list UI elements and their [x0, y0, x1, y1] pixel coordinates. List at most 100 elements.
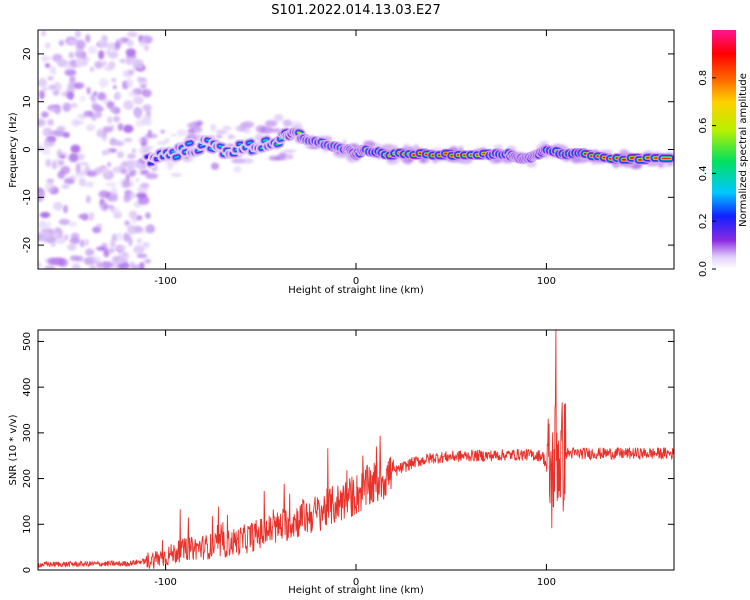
heatmap-noise-blob	[124, 220, 131, 226]
heatmap-noise-blob	[128, 172, 135, 177]
heatmap-halo	[190, 125, 203, 134]
heatmap-noise-blob	[41, 237, 53, 243]
heatmap-noise-blob	[127, 31, 138, 38]
colorbar-label: Normalized spectral amplitude	[738, 73, 749, 227]
heatmap-noise-blob	[76, 58, 83, 68]
heatmap-halo	[282, 119, 292, 127]
heatmap-noise-blob	[41, 111, 49, 118]
heatmap-halo	[255, 125, 267, 133]
heatmap-noise-blob	[97, 92, 107, 101]
y-tick-label: 20	[22, 48, 33, 61]
spectrogram-y-label: Frequency (Hz)	[8, 112, 19, 188]
heatmap-noise-blob	[110, 185, 117, 196]
heatmap-noise-blob	[56, 59, 69, 68]
snr-x-label: Height of straight line (km)	[288, 585, 424, 596]
heatmap-noise-blob	[48, 64, 55, 75]
heatmap-noise-blob	[89, 66, 95, 73]
heatmap-noise-blob	[67, 243, 77, 251]
heatmap-noise-blob	[38, 118, 46, 127]
heatmap-noise-blob	[75, 255, 84, 262]
heatmap-noise-blob	[70, 102, 78, 109]
heatmap-halo	[215, 129, 228, 135]
heatmap-noise-blob	[60, 165, 71, 175]
heatmap-noise-blob	[116, 232, 124, 242]
heatmap-ridge-segment	[263, 139, 268, 142]
colorbar-tick-label: 0.2	[698, 213, 709, 229]
heatmap-noise-blob	[70, 144, 81, 154]
heatmap-halo	[210, 123, 216, 132]
heatmap-noise-blob	[116, 151, 125, 159]
heatmap-noise-blob	[41, 86, 48, 92]
heatmap-noise-blob	[47, 119, 54, 126]
heatmap-noise-blob	[83, 110, 93, 117]
heatmap-halo	[210, 162, 220, 170]
x-tick-label: -100	[154, 276, 177, 287]
heatmap-halo	[176, 129, 187, 137]
heatmap-noise-blob	[61, 184, 70, 189]
heatmap-noise-blob	[98, 78, 109, 88]
heatmap-noise-blob	[96, 223, 103, 229]
colorbar-ticks: 0.0 0.2 0.4 0.6 0.8	[698, 70, 716, 277]
heatmap-noise-blob	[125, 48, 137, 57]
heatmap-noise-blob	[107, 61, 116, 69]
heatmap-noise-blob	[39, 90, 45, 100]
heatmap-noise-blob	[95, 261, 103, 269]
heatmap-noise-blob	[79, 239, 86, 248]
heatmap-ridge-segment	[218, 145, 224, 148]
heatmap-halo	[243, 129, 251, 134]
heatmap-noise-blob	[78, 177, 86, 186]
heatmap-noise-blob	[124, 137, 133, 143]
heatmap-noise-blob	[41, 56, 52, 61]
y-tick-label: 100	[22, 515, 33, 534]
heatmap-halo	[240, 123, 251, 130]
heatmap-noise-blob	[133, 95, 144, 105]
heatmap-halo	[170, 173, 182, 177]
heatmap-halo	[144, 133, 158, 139]
heatmap-noise-blob	[117, 123, 124, 131]
heatmap-noise-blob	[137, 137, 150, 143]
heatmap-noise-blob	[85, 34, 91, 43]
colorbar-tick-label: 0.6	[698, 118, 709, 134]
heatmap-noise-blob	[95, 246, 106, 251]
heatmap-noise-blob	[100, 166, 109, 173]
heatmap-noise-blob	[131, 264, 144, 269]
heatmap-noise-blob	[145, 224, 156, 234]
spectrogram-y-ticks: -20 -10 0 10 20	[22, 48, 674, 253]
heatmap-halo	[233, 165, 242, 173]
heatmap-noise-blob	[56, 148, 63, 158]
heatmap-noise-blob	[44, 42, 51, 50]
heatmap-halo	[222, 126, 232, 130]
heatmap-noise-blob	[119, 58, 127, 64]
heatmap-noise-blob	[106, 196, 119, 202]
y-tick-label: 0	[22, 146, 33, 152]
heatmap-noise-blob	[101, 261, 114, 269]
heatmap-noise-blob	[45, 158, 52, 168]
heatmap-halo	[169, 133, 177, 137]
heatmap-noise-blob	[141, 89, 152, 98]
colorbar-tick-label: 0.0	[698, 261, 709, 277]
heatmap-noise-blob	[80, 161, 89, 166]
heatmap-noise-blob	[139, 38, 146, 47]
heatmap-noise-blob	[52, 202, 62, 211]
heatmap-noise-blob	[111, 139, 120, 145]
heatmap-noise-blob	[118, 262, 131, 269]
heatmap-noise-blob	[79, 95, 86, 103]
y-tick-label: 10	[22, 95, 33, 108]
heatmap-noise-blob	[117, 257, 126, 264]
heatmap-noise-blob	[140, 182, 150, 189]
heatmap-noise-blob	[136, 238, 142, 244]
heatmap-noise-blob	[54, 129, 65, 137]
heatmap-halo	[288, 154, 293, 160]
heatmap-noise-blob	[75, 39, 86, 50]
heatmap-noise-blob	[145, 212, 151, 219]
heatmap-noise-blob	[142, 104, 152, 112]
heatmap-noise-blob	[107, 247, 115, 254]
heatmap-noise-blob	[40, 228, 52, 234]
heatmap-noise-blob	[107, 116, 113, 124]
heatmap-noise-blob	[105, 182, 117, 187]
heatmap-noise-blob	[108, 51, 119, 59]
heatmap-noise-blob	[142, 241, 150, 249]
heatmap-ridge-segment	[247, 141, 253, 144]
